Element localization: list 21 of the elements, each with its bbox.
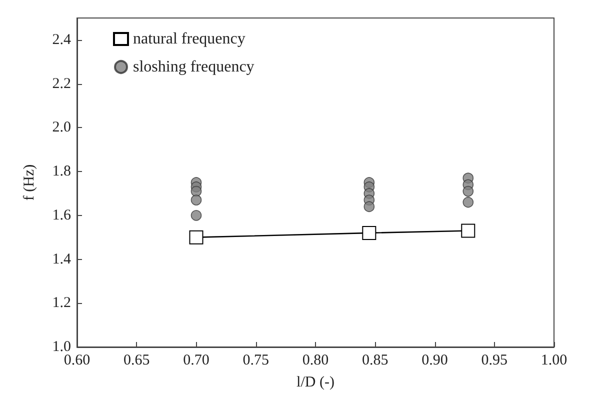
legend-label: sloshing frequency <box>133 58 254 76</box>
y-axis-title: f (Hz) <box>22 164 38 201</box>
y-tick-label: 1.4 <box>52 251 72 268</box>
x-axis-title: l/D (-) <box>296 374 334 390</box>
x-tick-label: 1.00 <box>540 352 568 368</box>
x-tick-label: 0.70 <box>183 352 210 368</box>
y-tick-label: 2.2 <box>52 76 71 92</box>
x-tick-label: 0.65 <box>124 352 150 368</box>
x-tick-label: 0.95 <box>481 352 508 368</box>
x-tick-label: 0.90 <box>422 352 448 368</box>
legend-label: natural frequency <box>133 30 246 48</box>
y-tick-label: 1.6 <box>52 207 72 224</box>
x-tick-label: 0.60 <box>64 352 90 368</box>
x-tick-label: 0.80 <box>302 352 329 368</box>
y-tick-label: 1.0 <box>52 339 71 355</box>
x-tick-label: 0.75 <box>242 352 269 368</box>
x-tick-label: 0.85 <box>362 352 388 368</box>
y-tick-label: 1.8 <box>52 164 71 180</box>
y-tick-label: 2.4 <box>52 32 72 48</box>
y-tick-label: 1.2 <box>52 295 71 312</box>
y-tick-label: 2.0 <box>52 120 71 136</box>
